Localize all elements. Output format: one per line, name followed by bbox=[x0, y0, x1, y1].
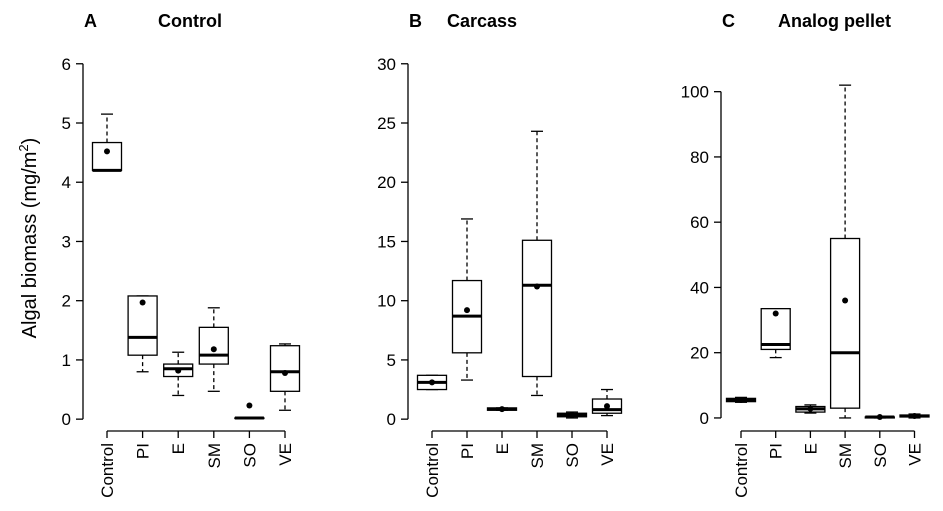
y-tick-label-A: 0 bbox=[62, 410, 71, 429]
y-tick-label-C: 40 bbox=[690, 278, 709, 297]
y-tick-label-A: 1 bbox=[62, 351, 71, 370]
x-tick-label-C: VE bbox=[906, 443, 925, 466]
mean-point bbox=[604, 403, 610, 410]
y-tick-label-B: 10 bbox=[377, 292, 396, 311]
mean-point bbox=[429, 379, 435, 386]
mean-point bbox=[464, 307, 470, 314]
mean-point bbox=[842, 297, 849, 304]
panel-title-C: Analog pellet bbox=[778, 11, 891, 31]
x-tick-label-B: SO bbox=[563, 443, 582, 468]
x-tick-label-A: PI bbox=[134, 443, 153, 459]
panel-letter-C: C bbox=[722, 11, 735, 31]
mean-point bbox=[499, 406, 505, 413]
mean-point bbox=[104, 148, 110, 155]
box-Control bbox=[91, 141, 123, 172]
mean-point bbox=[911, 412, 918, 419]
y-tick-label-B: 25 bbox=[377, 114, 396, 133]
x-tick-label-C: E bbox=[801, 443, 820, 454]
box-SM bbox=[521, 239, 553, 378]
y-axis-label: Algal biomass (mg/m2) bbox=[16, 138, 41, 339]
x-tick-label-C: Control bbox=[732, 443, 751, 498]
y-tick-label-C: 60 bbox=[690, 213, 709, 232]
x-tick-label-B: Control bbox=[423, 443, 442, 498]
y-tick-label-C: 0 bbox=[700, 409, 709, 428]
y-tick-label-B: 15 bbox=[377, 232, 396, 251]
x-tick-label-C: SO bbox=[871, 443, 890, 468]
mean-point bbox=[738, 397, 744, 404]
y-tick-label-C: 80 bbox=[690, 148, 709, 167]
x-tick-label-C: PI bbox=[767, 443, 786, 459]
mean-point bbox=[282, 369, 288, 376]
x-tick-label-B: PI bbox=[458, 443, 477, 459]
panel-letter-B: B bbox=[409, 11, 422, 31]
x-tick-label-A: SO bbox=[240, 443, 259, 468]
y-tick-label-A: 3 bbox=[62, 232, 71, 251]
mean-point bbox=[569, 412, 575, 419]
mean-point bbox=[534, 283, 540, 290]
x-tick-label-B: SM bbox=[528, 443, 547, 469]
box-PI bbox=[127, 295, 158, 356]
mean-point bbox=[175, 367, 182, 374]
x-tick-label-A: SM bbox=[205, 443, 224, 469]
box-SM bbox=[198, 326, 229, 365]
mean-point bbox=[807, 405, 814, 412]
y-tick-label-C: 20 bbox=[690, 344, 709, 363]
y-tick-label-C: 100 bbox=[681, 83, 709, 102]
box-VE bbox=[269, 345, 301, 392]
y-tick-label-A: 6 bbox=[62, 55, 71, 74]
x-tick-label-B: E bbox=[493, 443, 512, 454]
mean-point bbox=[246, 402, 253, 409]
box-SM bbox=[829, 237, 861, 409]
y-tick-label-A: 4 bbox=[62, 173, 71, 192]
x-tick-label-C: SM bbox=[836, 443, 855, 469]
mean-point bbox=[139, 299, 146, 306]
y-tick-label-B: 5 bbox=[387, 351, 396, 370]
y-tick-label-A: 5 bbox=[62, 114, 71, 133]
x-tick-label-A: Control bbox=[98, 443, 117, 498]
x-tick-label-A: VE bbox=[276, 443, 295, 466]
panel-title-A: Control bbox=[158, 11, 222, 31]
y-tick-label-A: 2 bbox=[62, 292, 71, 311]
y-tick-label-B: 0 bbox=[387, 410, 396, 429]
x-tick-label-A: E bbox=[169, 443, 188, 454]
x-tick-label-B: VE bbox=[598, 443, 617, 466]
y-tick-label-B: 20 bbox=[377, 173, 396, 192]
y-tick-label-B: 30 bbox=[377, 55, 396, 74]
mean-point bbox=[210, 346, 217, 353]
mean-point bbox=[772, 310, 779, 317]
panel-letter-A: A bbox=[84, 11, 97, 31]
mean-point bbox=[876, 413, 883, 420]
panel-title-B: Carcass bbox=[447, 11, 517, 31]
